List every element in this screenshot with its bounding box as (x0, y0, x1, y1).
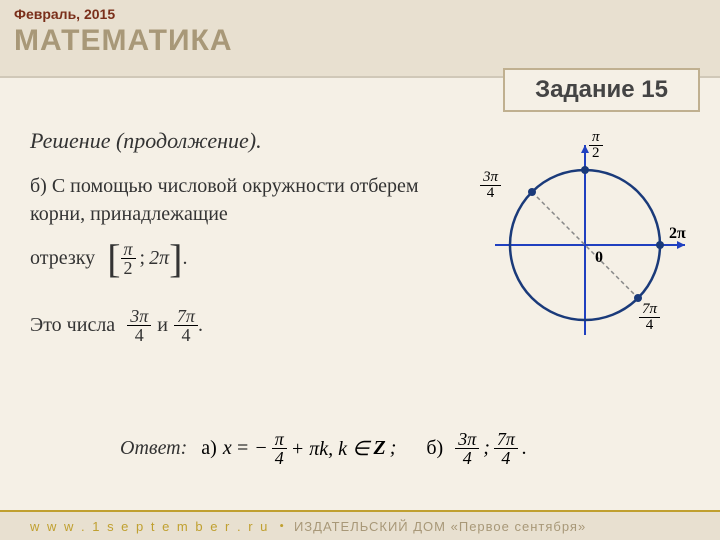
fa-tail2: ; (390, 437, 397, 460)
lbl-7pi4-den: 4 (643, 318, 657, 333)
fa-num: π (272, 430, 287, 449)
numbers-joiner: и (157, 314, 168, 337)
part-a-label: а) (201, 437, 217, 460)
numbers-label: Это числа (30, 314, 115, 337)
footer-publisher: ИЗДАТЕЛЬСКИЙ ДОМ «Первое сентября» (294, 519, 586, 534)
footer-url: w w w . 1 s e p t e m b e r . r u (30, 519, 269, 534)
header: Февраль, 2015 МАТЕМАТИКА (0, 0, 720, 78)
fa-lhs: x (223, 437, 232, 460)
fa-set: Z (373, 437, 385, 460)
segment-label: отрезку (30, 247, 95, 270)
lbl-7pi4-num: 7π (639, 302, 660, 318)
lbl-origin: 0 (595, 249, 603, 266)
fa-eq: = − (236, 437, 268, 460)
num-b-den: 4 (178, 326, 193, 344)
interval-hi: 2π (149, 247, 169, 270)
fb-a-den: 4 (460, 449, 475, 467)
interval-lo-den: 2 (121, 259, 136, 277)
date-text: Февраль, 2015 (14, 6, 115, 22)
body-line-b: б) С помощью числовой окружности отберем… (30, 172, 460, 228)
slide: Февраль, 2015 МАТЕМАТИКА Задание 15 Реше… (0, 0, 720, 540)
lbl-2pi: 2π (669, 225, 686, 242)
part-b-label: б) (426, 437, 443, 460)
num-a-den: 4 (132, 326, 147, 344)
part-b-values: 3π4 ; 7π4 . (455, 430, 527, 467)
numbers-values: 3π4 и 7π4 . (127, 307, 203, 344)
fb-sep: ; (483, 437, 490, 460)
fb-b-den: 4 (498, 449, 513, 467)
fb-end: . (522, 437, 527, 460)
lbl-pi2-den: 2 (589, 146, 603, 161)
footer-dot: • (279, 518, 284, 534)
footer: w w w . 1 s e p t e m b e r . r u • ИЗДА… (0, 510, 720, 540)
lbl-3pi4-num: 3π (480, 170, 501, 186)
fb-a-num: 3π (455, 430, 479, 449)
task-banner: Задание 15 (503, 68, 700, 112)
unit-circle-diagram: π 2 3π 4 7π 4 2π 0 (475, 130, 695, 355)
fa-tail1: + πk, k ∈ (291, 436, 370, 461)
num-b-num: 7π (174, 307, 198, 326)
segment-interval: [ π2 ; 2π ] . (107, 240, 187, 277)
interval-lo-num: π (121, 240, 136, 259)
subject-title: МАТЕМАТИКА (14, 24, 233, 58)
lbl-3pi4-den: 4 (484, 186, 498, 201)
lbl-pi2-num: π (589, 130, 603, 146)
part-a-formula: x = − π4 + πk, k ∈ Z ; (223, 430, 397, 467)
num-a-num: 3π (127, 307, 151, 326)
fa-den: 4 (272, 449, 287, 467)
answer-label: Ответ: (120, 437, 187, 460)
answer-row: Ответ: а) x = − π4 + πk, k ∈ Z ; б) 3π4 … (120, 430, 690, 467)
fb-b-num: 7π (494, 430, 518, 449)
